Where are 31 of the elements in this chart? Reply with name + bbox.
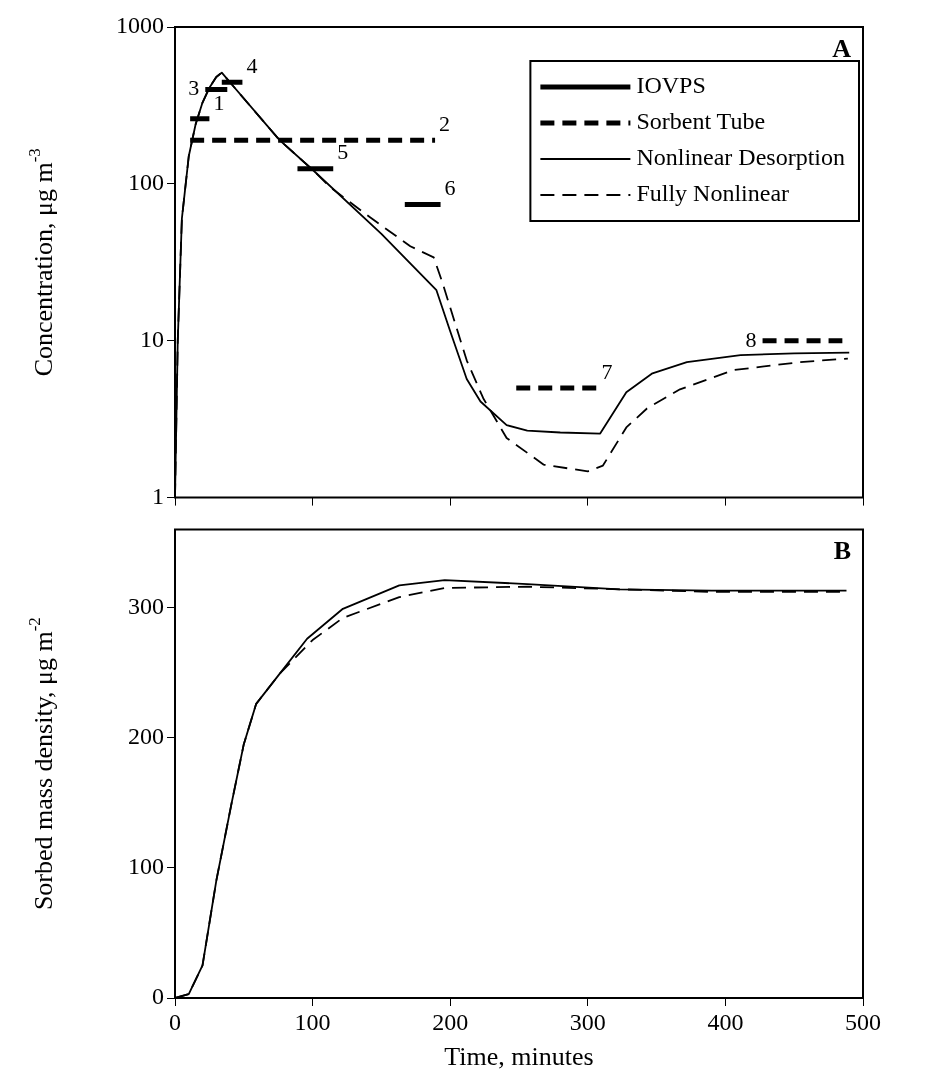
y-tick-label: 1 [152, 482, 164, 509]
y-tick-label: 100 [128, 853, 164, 880]
x-tick-label: 100 [294, 1008, 331, 1035]
x-tick-label: 200 [432, 1008, 469, 1035]
y-tick-label: 10 [140, 326, 164, 353]
annotation: 8 [745, 326, 757, 352]
x-tick-label: 400 [707, 1008, 744, 1035]
annotation: B [833, 536, 851, 566]
annotation: 6 [444, 175, 456, 201]
annotation: 5 [337, 139, 349, 165]
legend-label: Nonlinear Desorption [636, 144, 846, 171]
legend-label: IOVPS [636, 72, 706, 99]
y-tick-label: 0 [152, 983, 164, 1010]
annotation: 1 [213, 89, 225, 115]
y-tick-label: 200 [128, 722, 164, 749]
y-tick-label: 1000 [116, 12, 164, 39]
x-tick-label: 0 [169, 1008, 181, 1035]
x-axis-title: Time, minutes [444, 1041, 594, 1071]
y-axis-title: Sorbed mass density, μg m-2 [25, 617, 58, 911]
x-tick-label: 300 [569, 1008, 606, 1035]
y-tick-label: 300 [128, 592, 164, 619]
legend-label: Sorbent Tube [636, 108, 766, 135]
x-tick-label: 500 [845, 1008, 881, 1035]
legend-label: Fully Nonlinear [636, 180, 790, 207]
annotation: 7 [601, 358, 613, 384]
y-tick-label: 100 [128, 169, 164, 196]
annotation: 2 [439, 110, 451, 136]
y-axis-title: Concentration, μg m-3 [25, 148, 58, 377]
annotation: 4 [246, 52, 258, 78]
annotation: A [832, 33, 852, 63]
annotation: 3 [188, 75, 200, 101]
